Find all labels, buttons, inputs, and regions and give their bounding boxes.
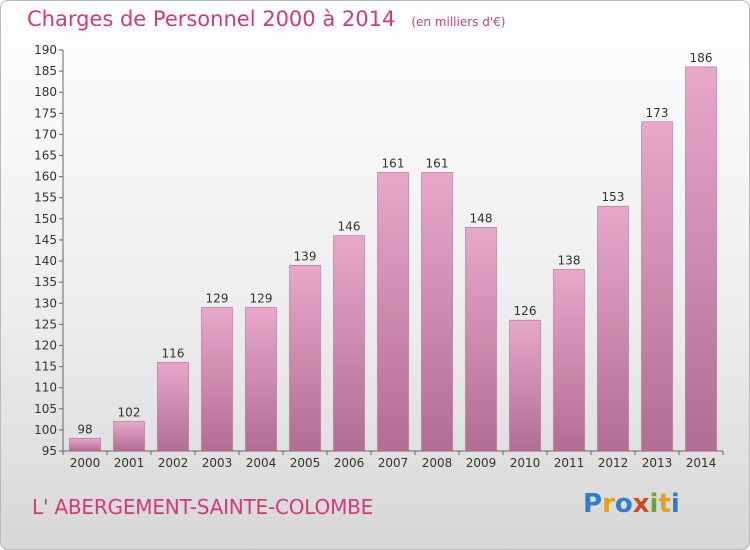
bar-2009[interactable] [465,227,497,452]
data-label-2007: 161 [382,156,405,170]
x-tick-label: 2009 [466,456,497,470]
x-axis: 2000 2001 2002 2003 2004 2005 2006 2007 2008 2009… [62,450,724,470]
proxiti-logo[interactable]: Proxiti [583,489,680,519]
data-label-2000: 98 [77,422,92,436]
x-tick-label: 2004 [246,456,277,470]
bar-2013[interactable] [641,121,673,452]
y-tick-label: 160 [34,170,57,184]
bar-2002[interactable] [157,362,189,452]
data-label-2004: 129 [250,291,273,305]
title-text: Charges de Personnel 2000 à 2014 [27,7,396,31]
y-tick-label: 190 [34,43,57,57]
data-label-2008: 161 [426,156,449,170]
y-tick-label: 145 [34,233,57,247]
y-tick-label: 150 [34,212,57,226]
x-tick-label: 2008 [422,456,453,470]
x-tick-label: 2000 [70,456,101,470]
data-label-2014: 186 [690,51,713,65]
data-label-2012: 153 [602,190,625,204]
data-label-2005: 139 [294,249,317,263]
data-label-2006: 146 [338,220,361,234]
bar-2014[interactable] [685,66,717,452]
x-tick-label: 2006 [334,456,365,470]
y-tick-label: 95 [42,444,57,458]
chart-subtitle: (en milliers d'€) [411,15,506,29]
bar-2006[interactable] [333,235,365,452]
y-tick-label: 140 [34,254,57,268]
data-labels: 98 102 116 129 129 139 146 161 161 148 126 138 153 17… [77,51,712,436]
x-tick-label: 2014 [686,456,717,470]
bar-2000[interactable] [69,438,101,452]
y-tick-label: 115 [34,360,57,374]
data-label-2003: 129 [206,291,229,305]
x-tick-label: 2003 [202,456,233,470]
data-label-2002: 116 [162,346,185,360]
bar-2005[interactable] [289,265,321,452]
bar-2004[interactable] [245,307,277,452]
y-tick-label: 135 [34,275,57,289]
bar-2010[interactable] [509,319,541,452]
data-label-2009: 148 [470,211,493,225]
y-tick-label: 175 [34,106,57,120]
y-tick-label: 185 [34,64,57,78]
x-tick-label: 2011 [554,456,585,470]
x-tick-label: 2002 [158,456,189,470]
x-tick-label: 2005 [290,456,321,470]
x-tick-label: 2013 [642,456,673,470]
y-axis: 95 100 105 110 115 120 125 130 135 140 145 150 155 16… [34,43,64,458]
y-tick-label: 110 [34,381,57,395]
y-tick-label: 105 [34,402,57,416]
y-tick-label: 125 [34,317,57,331]
x-tick-label: 2007 [378,456,409,470]
bars [69,66,717,452]
y-tick-label: 155 [34,191,57,205]
y-tick-label: 180 [34,85,57,99]
bar-2012[interactable] [597,205,629,452]
y-tick-label: 170 [34,127,57,141]
chart-title: Charges de Personnel 2000 à 2014 (en mill… [27,7,505,31]
y-tick-label: 130 [34,296,57,310]
x-tick-label: 2010 [510,456,541,470]
x-tick-label: 2001 [114,456,145,470]
x-tick-label: 2012 [598,456,629,470]
y-tick-label: 120 [34,338,57,352]
y-tick-label: 165 [34,149,57,163]
location-label: L' ABERGEMENT-SAINTE-COLOMBE [32,495,374,519]
bar-2007[interactable] [377,172,409,452]
data-label-2001: 102 [118,405,141,419]
bar-2008[interactable] [421,172,453,452]
data-label-2013: 173 [646,106,669,120]
data-label-2011: 138 [558,253,581,267]
data-label-2010: 126 [514,304,537,318]
y-tick-label: 100 [34,423,57,437]
bar-2003[interactable] [201,307,233,452]
bar-2011[interactable] [553,269,585,452]
bar-2001[interactable] [113,421,145,452]
